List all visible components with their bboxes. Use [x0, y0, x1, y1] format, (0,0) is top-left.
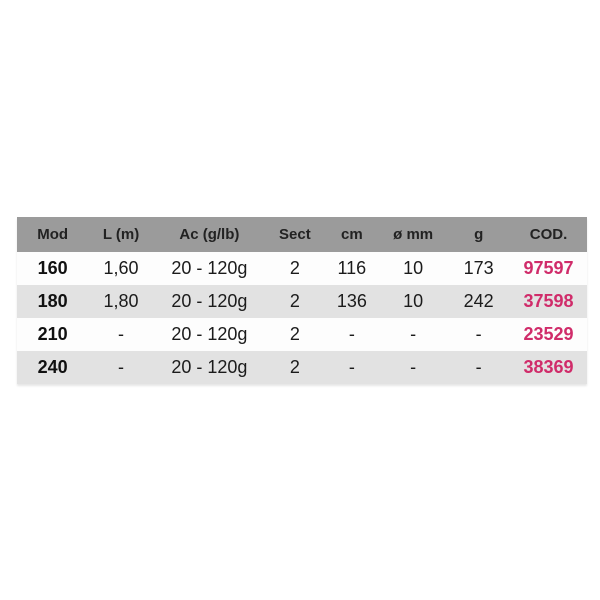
- cell-mod: 210: [17, 318, 89, 351]
- header-sect: Sect: [264, 217, 325, 252]
- header-cm: cm: [324, 217, 379, 252]
- cell-mod: 180: [17, 285, 89, 318]
- header-code: COD.: [510, 217, 587, 252]
- table-cell: -: [447, 318, 510, 351]
- table-cell: 20 - 120g: [153, 285, 265, 318]
- table-cell: 20 - 120g: [153, 252, 265, 285]
- table-row: 180 1,80 20 - 120g 2 136 10 242 37598: [17, 285, 587, 318]
- table-row: 160 1,60 20 - 120g 2 116 10 173 97597: [17, 252, 587, 285]
- table-cell: 2: [264, 285, 325, 318]
- table-cell: 1,80: [88, 285, 154, 318]
- header-row: Mod L (m) Ac (g/lb) Sect cm ø mm g COD.: [17, 217, 587, 252]
- table-cell: -: [378, 351, 448, 384]
- cell-code: 37598: [510, 285, 587, 318]
- table-cell: 2: [264, 318, 325, 351]
- table-row: 210-20 - 120g 2- - -23529: [17, 318, 587, 351]
- table-body: 160 1,60 20 - 120g 2 116 10 173 97597 180 1,80 20 …: [17, 252, 587, 384]
- table-cell: 2: [264, 351, 325, 384]
- header-weight: g: [447, 217, 510, 252]
- table-cell: 136: [324, 285, 379, 318]
- table-cell: -: [447, 351, 510, 384]
- table-cell: 2: [264, 252, 325, 285]
- table-cell: 173: [447, 252, 510, 285]
- table-cell: 116: [324, 252, 379, 285]
- cell-code: 23529: [510, 318, 587, 351]
- cell-code: 97597: [510, 252, 587, 285]
- table-cell: 20 - 120g: [153, 351, 265, 384]
- table-cell: 1,60: [88, 252, 154, 285]
- table-header: Mod L (m) Ac (g/lb) Sect cm ø mm g COD.: [17, 217, 587, 252]
- header-length: L (m): [88, 217, 154, 252]
- product-spec-table: Mod L (m) Ac (g/lb) Sect cm ø mm g COD. …: [17, 217, 587, 384]
- table-cell: 242: [447, 285, 510, 318]
- cell-code: 38369: [510, 351, 587, 384]
- cell-mod: 160: [17, 252, 89, 285]
- table-cell: -: [324, 351, 379, 384]
- header-mod: Mod: [17, 217, 89, 252]
- table-cell: -: [88, 351, 154, 384]
- table-cell: -: [88, 318, 154, 351]
- table-cell: 10: [378, 285, 448, 318]
- table-cell: -: [378, 318, 448, 351]
- table-cell: 10: [378, 252, 448, 285]
- header-action: Ac (g/lb): [153, 217, 265, 252]
- header-diameter: ø mm: [378, 217, 448, 252]
- table-cell: -: [324, 318, 379, 351]
- table-cell: 20 - 120g: [153, 318, 265, 351]
- cell-mod: 240: [17, 351, 89, 384]
- table-row: 240-20 - 120g 2- - -38369: [17, 351, 587, 384]
